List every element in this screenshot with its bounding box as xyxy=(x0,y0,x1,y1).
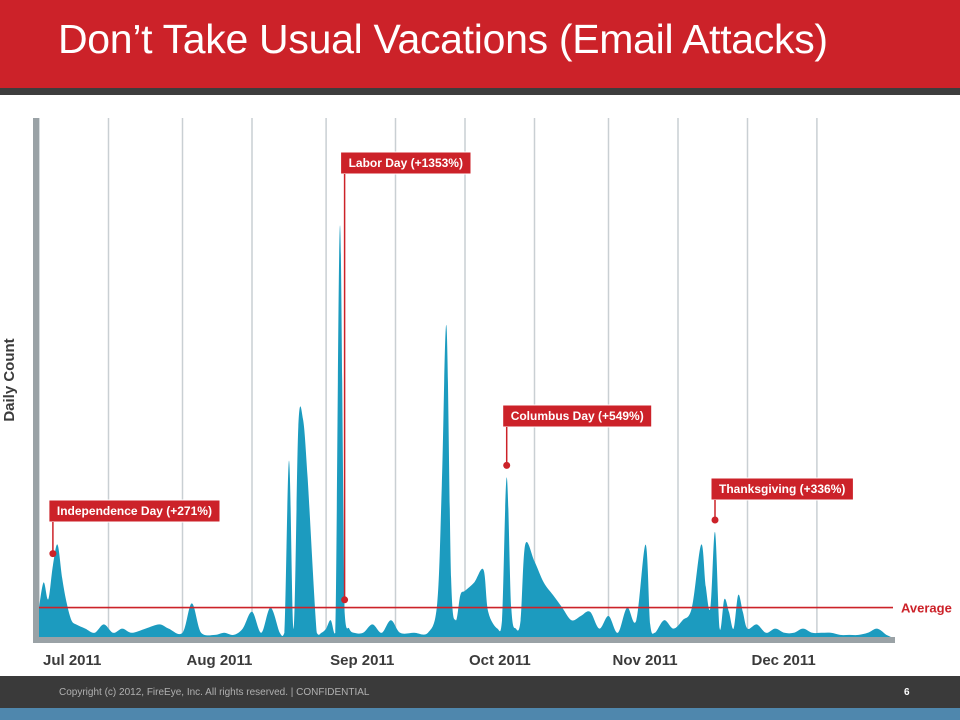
title-bar: Don’t Take Usual Vacations (Email Attack… xyxy=(0,0,960,88)
copyright-text: Copyright (c) 2012, FireEye, Inc. All ri… xyxy=(59,687,370,698)
annotation-label: Independence Day (+271%) xyxy=(57,504,212,518)
annotation-callout: Columbus Day (+549%) xyxy=(502,404,653,469)
title-rule xyxy=(0,88,960,95)
annotation-dot xyxy=(711,516,719,524)
annotation-box xyxy=(48,499,221,523)
annotation-label: Thanksgiving (+336%) xyxy=(719,482,845,496)
y-axis xyxy=(33,118,39,641)
annotation-label: Labor Day (+1353%) xyxy=(349,156,463,170)
annotation-callout: Labor Day (+1353%) xyxy=(340,151,472,604)
annotation-box xyxy=(710,477,854,501)
x-tick-label: Nov 2011 xyxy=(613,652,678,669)
annotation-dot xyxy=(341,596,349,604)
x-tick-label: Dec 2011 xyxy=(752,652,816,669)
axes: Daily Count xyxy=(1,118,895,643)
footer-strip xyxy=(0,708,960,720)
x-tick-label: Sep 2011 xyxy=(330,652,394,669)
grid-lines xyxy=(38,118,818,637)
area-chart: Daily Count Jul 2011 Aug 2011 Sep 2011 Oct … xyxy=(1,118,952,669)
x-axis xyxy=(33,637,895,643)
annotation-dot xyxy=(49,550,57,558)
annotation-box xyxy=(502,404,653,428)
average-label: Average xyxy=(901,601,952,616)
x-tick-label: Aug 2011 xyxy=(187,652,253,669)
annotation-box xyxy=(340,151,472,175)
annotation-callout: Thanksgiving (+336%) xyxy=(710,477,854,524)
x-tick-labels: Jul 2011 Aug 2011 Sep 2011 Oct 2011 Nov 2011… xyxy=(43,652,816,669)
x-tick-label: Oct 2011 xyxy=(469,652,531,669)
slide-title: Don’t Take Usual Vacations (Email Attack… xyxy=(58,16,828,62)
annotation-dot xyxy=(503,461,511,469)
page-number: 6 xyxy=(904,687,910,698)
annotation-label: Columbus Day (+549%) xyxy=(511,409,644,423)
annotations: Independence Day (+271%) Labor Day (+1353… xyxy=(48,151,854,604)
average-line-group: Average xyxy=(39,601,952,616)
annotation-callout: Independence Day (+271%) xyxy=(48,499,221,558)
footer-bar: Copyright (c) 2012, FireEye, Inc. All ri… xyxy=(0,676,960,708)
y-axis-label: Daily Count xyxy=(1,338,18,421)
x-tick-label: Jul 2011 xyxy=(43,652,101,669)
